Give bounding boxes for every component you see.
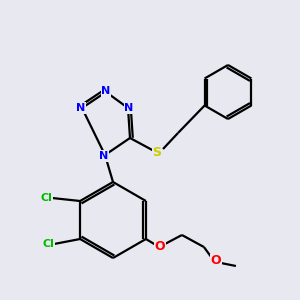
Text: O: O — [211, 254, 221, 268]
Text: Cl: Cl — [42, 239, 54, 249]
Text: O: O — [154, 241, 165, 254]
Text: Cl: Cl — [40, 193, 52, 203]
Text: N: N — [76, 103, 85, 113]
Text: N: N — [101, 86, 111, 96]
Text: N: N — [124, 103, 134, 113]
Text: N: N — [99, 151, 109, 161]
Text: S: S — [152, 146, 161, 158]
